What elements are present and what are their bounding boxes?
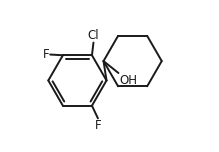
- Text: F: F: [43, 48, 49, 61]
- Text: OH: OH: [119, 74, 137, 87]
- Text: Cl: Cl: [88, 29, 99, 42]
- Text: F: F: [95, 119, 102, 132]
